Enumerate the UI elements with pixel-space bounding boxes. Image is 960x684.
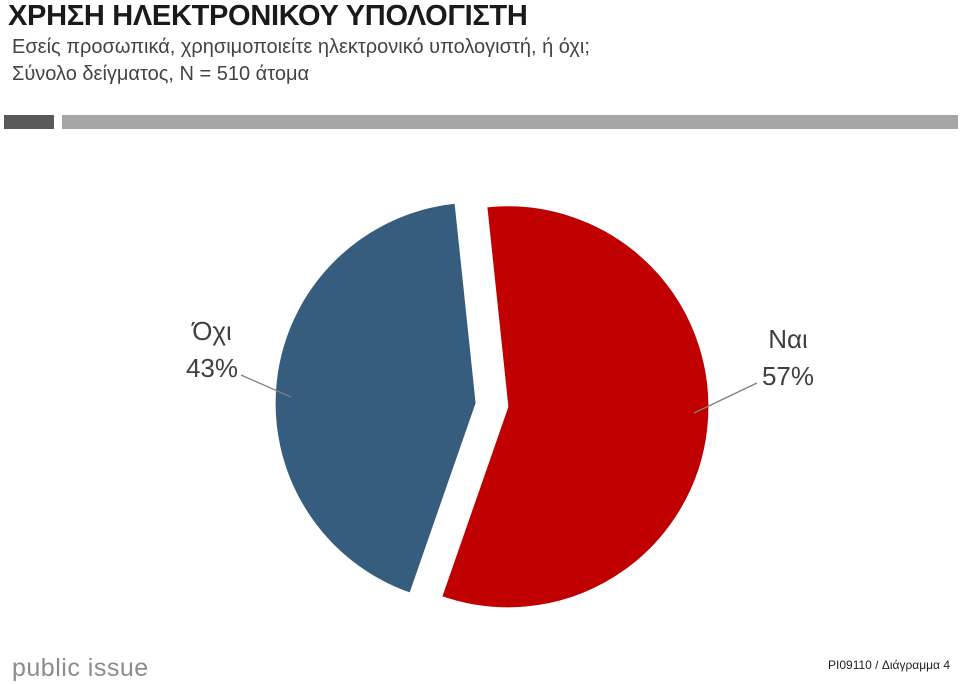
slice-value-yes: 57% (762, 361, 814, 391)
sample-size-note: Σύνολο δείγματος, Ν = 510 άτομα (12, 63, 310, 85)
header-divider-light (62, 115, 958, 129)
pie-slice-yes (441, 205, 710, 609)
public-issue-logo: public issue (12, 654, 149, 682)
pie-slice-no (274, 202, 477, 594)
slice-value-no: 43% (186, 353, 238, 383)
chart-title: ΧΡΗΣΗ ΗΛΕΚΤΡΟΝΙΚΟΥ ΥΠΟΛΟΓΙΣΤΗ (8, 0, 528, 32)
slice-label-yes: Ναι (768, 324, 808, 354)
leader-line-no (240, 374, 292, 398)
slice-label-no: Όχι (191, 316, 232, 346)
chart-question: Εσείς προσωπικά, χρησιμοποιείτε ηλεκτρον… (12, 36, 590, 58)
slide-code: PI09110 / Διάγραμμα 4 (828, 658, 950, 672)
header-divider-dark (4, 115, 54, 129)
leader-line-yes (693, 382, 758, 414)
